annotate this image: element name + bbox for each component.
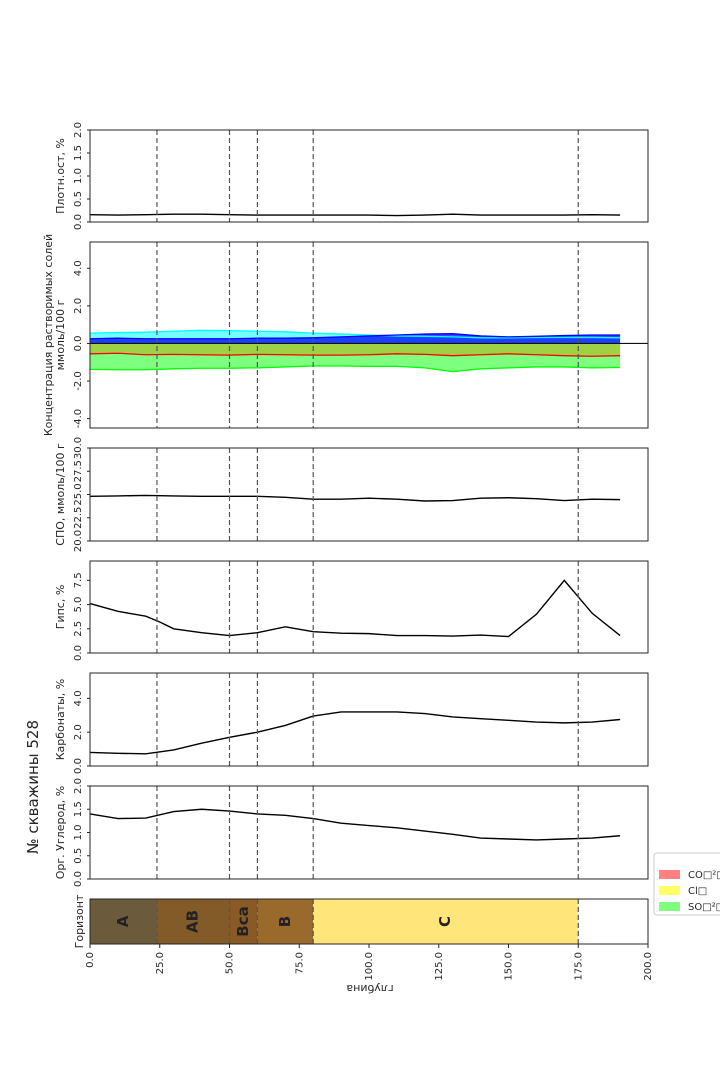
horizon-label-a: A	[114, 915, 132, 927]
ylabel-salts-line-0: Концентрация растворимых солей	[42, 234, 55, 436]
series-line-cyan	[89, 329, 621, 339]
ytick-label-3: 7.5	[73, 572, 84, 588]
panel-spo: 20.022.5 25.027.530.0 СПО, ммоль/100 г	[54, 437, 649, 552]
ytick-label-3: 2.0	[73, 298, 84, 314]
panel-frame	[89, 447, 649, 542]
legend-label-co3: CO□²□	[688, 870, 720, 881]
ytick-label-1: 0.5	[73, 848, 84, 864]
series-line-carbonates	[89, 711, 621, 755]
series-line-org-carbon	[89, 808, 621, 841]
xtick-label-6: 150.0	[504, 952, 515, 981]
ytick-label-0: 0.0	[73, 758, 84, 774]
panel-frame	[89, 785, 649, 880]
area-green	[90, 343, 621, 372]
series-line-spo	[89, 494, 621, 502]
panel-carbonates: 0.0 2.0 4.0 Карбонаты, %	[54, 672, 649, 774]
ytick-label-2: 4.0	[73, 690, 84, 706]
series-line-gypsum	[89, 579, 621, 638]
ytick-label-2: 0.0	[73, 336, 84, 352]
ytick-label-1: 22.5	[73, 507, 84, 529]
ytick-label-1: 2.5	[73, 621, 84, 637]
horizon-label-bca: Bca	[234, 906, 252, 936]
ytick-label-4: 4.0	[73, 260, 84, 276]
ytick-label-2: 1.0	[73, 825, 84, 841]
xtick-label-2: 50.0	[225, 952, 236, 974]
x-axis-label: глубина	[346, 982, 393, 995]
horizon-label-ab: AB	[184, 910, 202, 933]
area-red	[90, 343, 621, 357]
ytick-label-1: -2.0	[73, 371, 84, 391]
ytick-label-0: 0.0	[73, 214, 84, 230]
ytick-label-2: 5.0	[73, 597, 84, 613]
horizon-bar-c	[313, 899, 579, 944]
series-line-dense-residue	[89, 213, 621, 217]
xtick-label-0: 0.0	[85, 952, 96, 968]
panel-salts: -4.0 -2.0 0.0 2.0 4.0 Концентрация растворимы…	[42, 234, 649, 436]
panel-frame	[89, 241, 649, 429]
ylabel-spo: СПО, ммоль/100 г	[54, 443, 67, 546]
xtick-label-4: 100.0	[364, 952, 375, 981]
panel-frame	[89, 672, 649, 767]
panel-gypsum: 0.0 2.5 5.0 7.5 Гипс, %	[54, 560, 649, 661]
series-line-blue	[89, 333, 621, 340]
panel-org-carbon: 0.0 0.5 1.0 1.5 2.0 Орг. Углерод, %	[54, 778, 649, 887]
horizon-bar-bca	[229, 899, 258, 944]
horizon-bar-b	[257, 899, 314, 944]
area-blue	[90, 333, 621, 344]
ytick-label-2: 25.0	[73, 483, 84, 505]
ytick-label-1: 2.0	[73, 724, 84, 740]
ytick-label-0: 20.0	[73, 530, 84, 552]
ylabel-org-carbon: Орг. Углерод, %	[54, 786, 67, 879]
legend-label-cl: Cl□	[688, 886, 707, 897]
xtick-label-3: 75.0	[294, 952, 305, 974]
ylabel-dense-residue: Плотн.ост, %	[54, 138, 67, 214]
xtick-label-7: 175.0	[573, 952, 584, 981]
xtick-label-1: 25.0	[155, 952, 166, 974]
legend: CO□²□ Cl□ SO□²□	[653, 852, 720, 916]
legend-frame	[653, 852, 720, 916]
legend-swatch-cl	[659, 886, 680, 895]
ytick-label-0: -4.0	[73, 409, 84, 429]
horizon-label-c: C	[436, 916, 454, 927]
ytick-label-3: 27.5	[73, 460, 84, 482]
horizon-bar-a	[90, 899, 157, 944]
legend-swatch-so4	[659, 902, 680, 911]
panel-frame	[89, 129, 649, 223]
ytick-label-4: 30.0	[73, 437, 84, 459]
series-line-green	[89, 365, 621, 373]
horizon-bar-ab	[156, 899, 230, 944]
x-axis: 0.0 25.0 50.0 75.0 100.0 125.0 150.0 175.0 200.0	[85, 944, 654, 981]
xtick-label-8: 200.0	[643, 952, 654, 981]
panel-dense-residue: 0.0 0.5 1.0 1.5 2.0 Плотн.ост, %	[54, 122, 649, 230]
panel-frame	[89, 560, 649, 654]
legend-swatch-co3	[659, 870, 680, 879]
ylabel-gypsum: Гипс, %	[54, 585, 67, 630]
ylabel-horizons: Горизонт	[73, 894, 86, 948]
ytick-label-3: 1.5	[73, 801, 84, 817]
xtick-label-5: 125.0	[434, 952, 445, 981]
chart-title: № скважины 528	[24, 720, 42, 854]
ytick-label-1: 0.5	[73, 191, 84, 207]
ylabel-salts-line-1: ммоль/100 г	[54, 299, 67, 370]
ytick-label-4: 2.0	[73, 122, 84, 138]
ytick-label-0: 0.0	[73, 645, 84, 661]
ytick-label-2: 1.0	[73, 168, 84, 184]
ytick-label-3: 1.5	[73, 145, 84, 161]
horizon-label-b: B	[276, 916, 294, 927]
panel-horizons: A AB Bca B C Горизонт	[73, 894, 649, 948]
legend-label-so4: SO□²□	[688, 902, 720, 913]
ytick-label-0: 0.0	[73, 871, 84, 887]
series-line-red	[89, 352, 621, 357]
ytick-label-4: 2.0	[73, 778, 84, 794]
ylabel-carbonates: Карбонаты, %	[54, 679, 67, 761]
